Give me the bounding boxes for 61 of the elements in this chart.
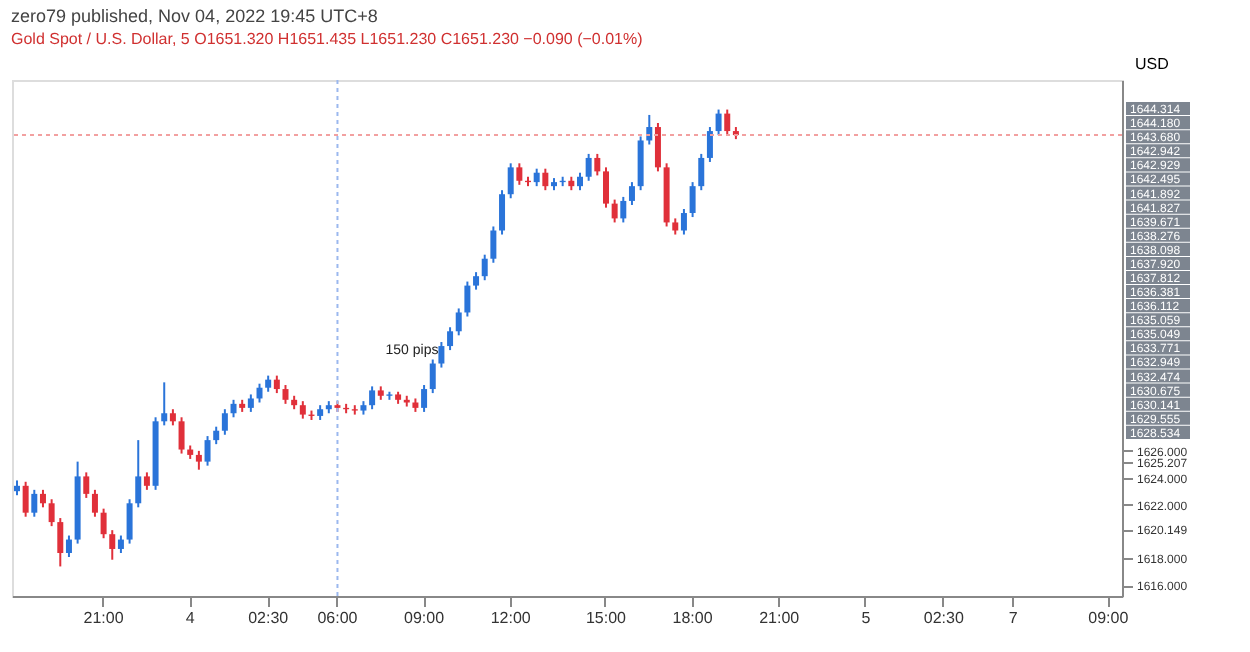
candlestick (65, 534, 72, 559)
candlestick (637, 135, 644, 192)
y-axis-title: USD (1135, 55, 1170, 73)
candlestick (421, 384, 428, 413)
candlestick (438, 341, 445, 369)
candlestick (161, 381, 168, 427)
candlestick (22, 480, 29, 518)
candlestick (109, 529, 116, 561)
x-tick-label: 06:00 (317, 609, 359, 627)
candlestick (178, 416, 185, 455)
x-tick-label: 4 (185, 609, 196, 627)
candlestick (620, 195, 627, 224)
candlestick (490, 225, 497, 264)
candlestick (221, 408, 228, 436)
candlestick (100, 507, 107, 540)
candlestick (429, 358, 436, 395)
x-tick-label: 7 (1008, 609, 1019, 627)
candlestick (204, 435, 211, 467)
candlestick (57, 517, 64, 568)
candlestick (542, 167, 549, 192)
candlestick (481, 253, 488, 282)
candlestick (724, 108, 731, 137)
candlestick (195, 449, 202, 471)
candlestick (680, 208, 687, 236)
x-tick-label: 09:00 (1088, 609, 1130, 627)
candlestick (447, 326, 454, 352)
candlestick (698, 152, 705, 192)
candlestick (628, 181, 635, 206)
candlestick (256, 382, 263, 404)
candlestick (594, 152, 601, 177)
candlestick (689, 181, 696, 219)
candlestick (369, 385, 376, 411)
candlestick (48, 498, 55, 528)
candlestick (516, 162, 523, 186)
candlestick (499, 189, 506, 236)
chart-subtitle: Gold Spot / U.S. Dollar, 5 O1651.320 H1651.435 L1651.230 C1651.230 −0.090 (−0.01%) (11, 30, 644, 48)
candlestick (455, 307, 462, 337)
x-tick-label: 21:00 (759, 609, 801, 627)
candlestick (654, 122, 661, 173)
candlestick (135, 439, 142, 509)
candlestick (126, 498, 133, 545)
x-tick-label: 18:00 (672, 609, 714, 627)
x-tick-label: 02:30 (923, 609, 965, 627)
candlestick (464, 280, 471, 318)
candlestick (585, 152, 592, 182)
candlestick (611, 198, 618, 224)
candlestick (31, 488, 38, 518)
candlestick (91, 488, 98, 518)
candlestick (715, 108, 722, 137)
candlestick (602, 166, 609, 209)
x-tick-label: 12:00 (490, 609, 532, 627)
candlestick (507, 162, 514, 200)
x-tick-label: 09:00 (404, 609, 446, 627)
x-tick-label: 02:30 (248, 609, 290, 627)
chart-title: zero79 published, Nov 04, 2022 19:45 UTC+8 (11, 6, 378, 26)
x-tick-label: 15:00 (585, 609, 628, 627)
x-tick-label: 21:00 (83, 609, 125, 627)
candlestick (706, 126, 713, 163)
candlestick (83, 471, 90, 499)
x-tick-label: 5 (861, 609, 872, 627)
candlestick (282, 384, 289, 405)
